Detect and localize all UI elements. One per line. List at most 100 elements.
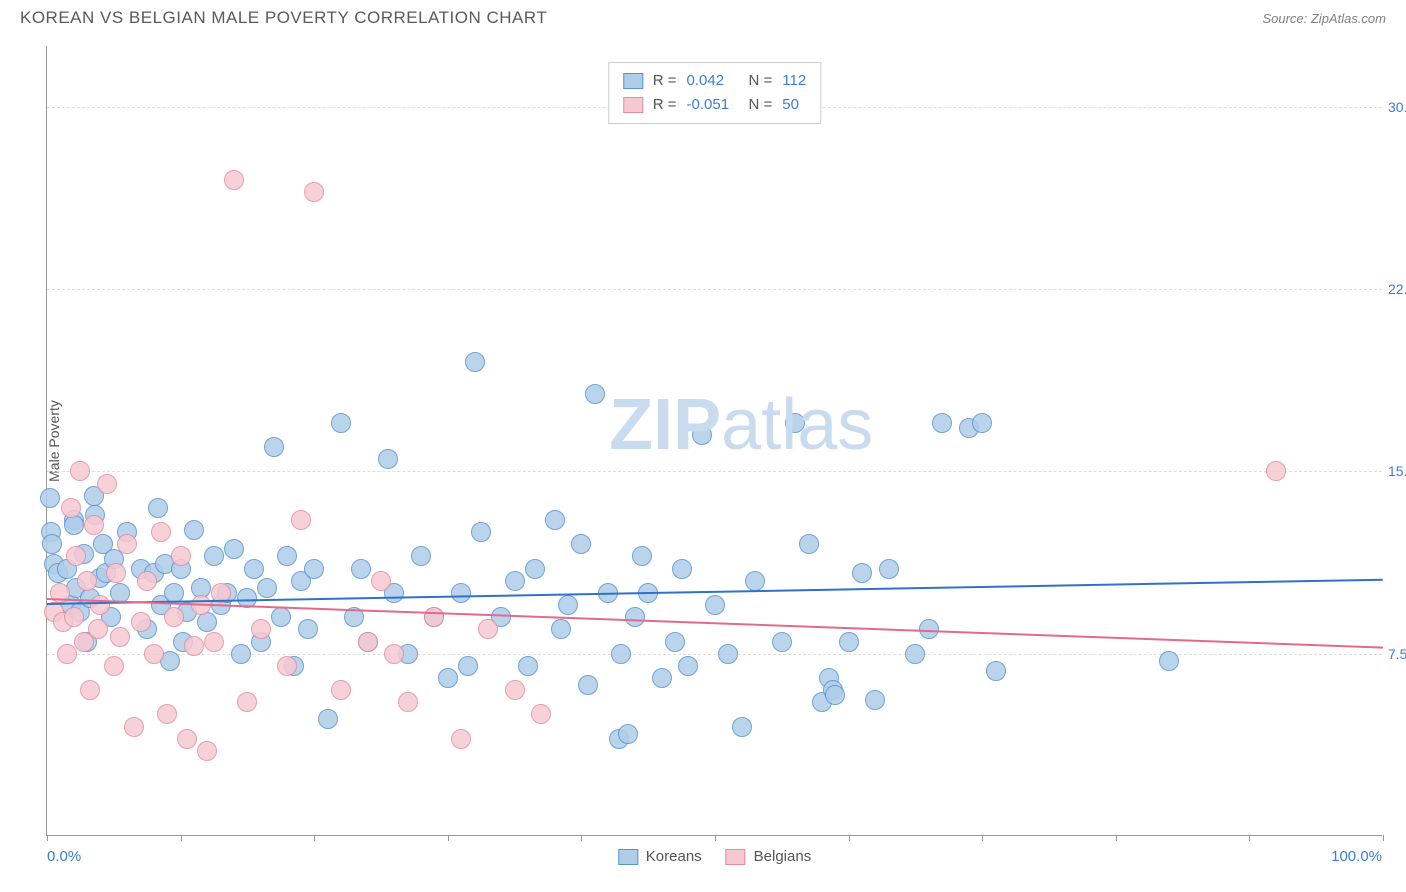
data-point bbox=[224, 170, 244, 190]
legend-label: Belgians bbox=[754, 848, 812, 865]
data-point bbox=[204, 632, 224, 652]
data-point bbox=[351, 559, 371, 579]
x-tick bbox=[314, 835, 315, 841]
data-point bbox=[672, 559, 692, 579]
source-label: Source: ZipAtlas.com bbox=[1262, 11, 1386, 26]
data-point bbox=[277, 546, 297, 566]
data-point bbox=[244, 559, 264, 579]
data-point bbox=[137, 571, 157, 591]
data-point bbox=[331, 680, 351, 700]
data-point bbox=[525, 559, 545, 579]
x-tick bbox=[715, 835, 716, 841]
data-point bbox=[358, 632, 378, 652]
data-point bbox=[571, 534, 591, 554]
data-point bbox=[331, 413, 351, 433]
data-point bbox=[291, 510, 311, 530]
data-point bbox=[64, 515, 84, 535]
legend-label: Koreans bbox=[646, 848, 702, 865]
data-point bbox=[825, 685, 845, 705]
x-tick bbox=[1116, 835, 1117, 841]
data-point bbox=[398, 692, 418, 712]
data-point bbox=[77, 571, 97, 591]
data-point bbox=[745, 571, 765, 591]
data-point bbox=[932, 413, 952, 433]
data-point bbox=[505, 680, 525, 700]
grid-line bbox=[47, 471, 1382, 472]
x-tick bbox=[982, 835, 983, 841]
data-point bbox=[879, 559, 899, 579]
r-value: -0.051 bbox=[687, 93, 739, 117]
data-point bbox=[104, 656, 124, 676]
data-point bbox=[57, 644, 77, 664]
x-tick bbox=[47, 835, 48, 841]
data-point bbox=[705, 595, 725, 615]
data-point bbox=[438, 668, 458, 688]
data-point bbox=[451, 729, 471, 749]
data-point bbox=[231, 644, 251, 664]
data-point bbox=[718, 644, 738, 664]
y-tick-label: 15.0% bbox=[1388, 463, 1406, 479]
data-point bbox=[318, 709, 338, 729]
data-point bbox=[177, 729, 197, 749]
n-value: 112 bbox=[782, 69, 806, 93]
data-point bbox=[224, 539, 244, 559]
x-tick bbox=[448, 835, 449, 841]
data-point bbox=[611, 644, 631, 664]
data-point bbox=[151, 522, 171, 542]
x-tick bbox=[1249, 835, 1250, 841]
data-point bbox=[251, 619, 271, 639]
legend-swatch bbox=[623, 97, 643, 113]
y-tick-label: 22.5% bbox=[1388, 281, 1406, 297]
data-point bbox=[88, 619, 108, 639]
y-tick-label: 7.5% bbox=[1388, 646, 1406, 662]
series-legend: Koreans Belgians bbox=[618, 848, 811, 865]
data-point bbox=[458, 656, 478, 676]
data-point bbox=[986, 661, 1006, 681]
x-min-label: 0.0% bbox=[47, 848, 81, 865]
data-point bbox=[618, 724, 638, 744]
data-point bbox=[558, 595, 578, 615]
data-point bbox=[40, 488, 60, 508]
data-point bbox=[972, 413, 992, 433]
data-point bbox=[197, 741, 217, 761]
data-point bbox=[148, 498, 168, 518]
data-point bbox=[42, 534, 62, 554]
data-point bbox=[799, 534, 819, 554]
data-point bbox=[61, 498, 81, 518]
data-point bbox=[531, 704, 551, 724]
data-point bbox=[424, 607, 444, 627]
data-point bbox=[465, 352, 485, 372]
data-point bbox=[839, 632, 859, 652]
r-value: 0.042 bbox=[687, 69, 739, 93]
y-tick-label: 30.0% bbox=[1388, 99, 1406, 115]
n-value: 50 bbox=[782, 93, 799, 117]
x-tick bbox=[581, 835, 582, 841]
data-point bbox=[298, 619, 318, 639]
data-point bbox=[732, 717, 752, 737]
data-point bbox=[257, 578, 277, 598]
legend-item: Koreans bbox=[618, 848, 702, 865]
data-point bbox=[204, 546, 224, 566]
data-point bbox=[905, 644, 925, 664]
data-point bbox=[97, 474, 117, 494]
data-point bbox=[772, 632, 792, 652]
data-point bbox=[144, 644, 164, 664]
legend-row: R =-0.051N =50 bbox=[623, 93, 806, 117]
correlation-legend: R =0.042N =112R =-0.051N =50 bbox=[608, 62, 821, 124]
data-point bbox=[384, 644, 404, 664]
data-point bbox=[865, 690, 885, 710]
x-tick bbox=[1383, 835, 1384, 841]
data-point bbox=[131, 612, 151, 632]
data-point bbox=[164, 607, 184, 627]
data-point bbox=[625, 607, 645, 627]
scatter-plot-area: Male Poverty ZIPatlas R =0.042N =112R =-… bbox=[46, 46, 1382, 836]
legend-swatch bbox=[623, 73, 643, 89]
y-axis-title: Male Poverty bbox=[46, 400, 62, 482]
data-point bbox=[80, 680, 100, 700]
data-point bbox=[1159, 651, 1179, 671]
data-point bbox=[184, 520, 204, 540]
data-point bbox=[106, 563, 126, 583]
data-point bbox=[197, 612, 217, 632]
data-point bbox=[184, 636, 204, 656]
x-max-label: 100.0% bbox=[1331, 848, 1382, 865]
